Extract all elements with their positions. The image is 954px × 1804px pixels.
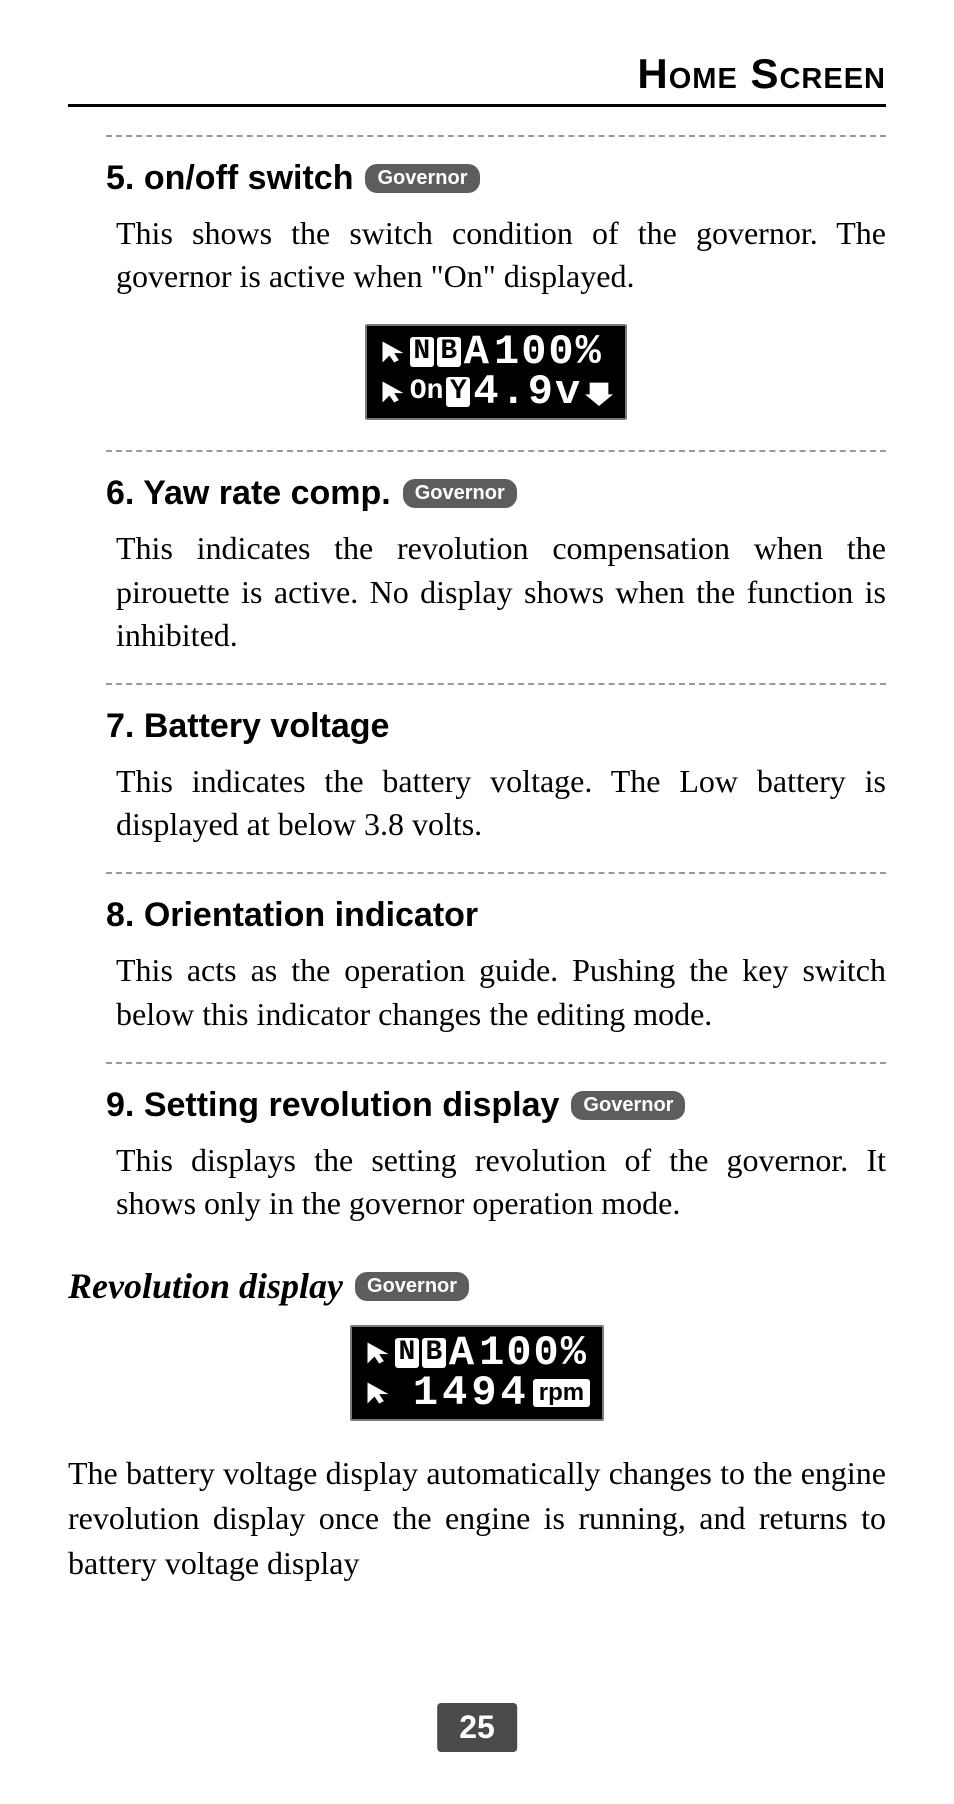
cursor-down-icon <box>379 377 407 407</box>
page-title: Home Screen <box>68 50 886 98</box>
section-9: 9. Setting revolution display Governor T… <box>106 1062 886 1225</box>
governor-pill: Governor <box>403 479 517 508</box>
lcd-n-icon: N <box>410 337 434 367</box>
lcd-display-2: N B A 100% 1494 rpm <box>68 1325 886 1421</box>
page-content: Home Screen 5. on/off switch Governor Th… <box>0 0 954 1585</box>
section-6-body: This indicates the revolution compensati… <box>116 527 886 657</box>
lcd-display-1: N B A 100% On Y 4.9v <box>106 324 886 420</box>
section-5-number: 5. on/off switch <box>106 159 353 198</box>
lcd-y-icon: Y <box>446 377 470 407</box>
lcd-percent-value: 100% <box>479 1332 588 1374</box>
section-8-title: 8. Orientation indicator <box>106 896 478 935</box>
section-8-heading: 8. Orientation indicator <box>106 896 886 935</box>
lcd-b-icon: B <box>437 337 461 367</box>
lcd-rpm-unit: rpm <box>533 1379 590 1407</box>
governor-pill: Governor <box>355 1272 469 1301</box>
section-6: 6. Yaw rate comp. Governor This indicate… <box>106 450 886 657</box>
section-9-body: This displays the setting revolution of … <box>116 1139 886 1225</box>
lcd-a-text: A <box>464 331 491 373</box>
cursor-icon <box>379 337 407 367</box>
section-5-body: This shows the switch condition of the g… <box>116 212 886 298</box>
section-6-title: 6. Yaw rate comp. <box>106 474 391 513</box>
arrow-down-icon <box>585 377 613 407</box>
section-8-body: This acts as the operation guide. Pushin… <box>116 949 886 1035</box>
section-7: 7. Battery voltage This indicates the ba… <box>106 683 886 846</box>
page-number: 25 <box>437 1703 517 1752</box>
governor-pill: Governor <box>365 164 479 193</box>
header-rule <box>68 104 886 107</box>
section-7-title: 7. Battery voltage <box>106 707 389 746</box>
governor-pill: Governor <box>571 1091 685 1120</box>
section-5: 5. on/off switch Governor This shows the… <box>106 135 886 420</box>
revolution-heading: Revolution display Governor <box>68 1265 886 1307</box>
lcd-b-icon: B <box>422 1338 446 1368</box>
revolution-heading-text: Revolution display <box>68 1265 343 1307</box>
section-5-heading: 5. on/off switch Governor <box>106 159 886 198</box>
section-8: 8. Orientation indicator This acts as th… <box>106 872 886 1035</box>
section-6-heading: 6. Yaw rate comp. Governor <box>106 474 886 513</box>
bottom-paragraph: The battery voltage display automaticall… <box>68 1451 886 1585</box>
lcd-on-text: On <box>410 378 444 406</box>
section-9-heading: 9. Setting revolution display Governor <box>106 1086 886 1125</box>
lcd-a-text: A <box>449 1332 476 1374</box>
section-9-title: 9. Setting revolution display <box>106 1086 559 1125</box>
lcd-n-icon: N <box>395 1338 419 1368</box>
section-7-heading: 7. Battery voltage <box>106 707 886 746</box>
lcd-voltage-value: 4.9v <box>473 371 582 413</box>
lcd-rpm-value: 1494 <box>413 1372 530 1414</box>
cursor-icon <box>364 1338 392 1368</box>
cursor-down-icon <box>364 1378 392 1408</box>
section-7-body: This indicates the battery voltage. The … <box>116 760 886 846</box>
lcd-percent-value: 100% <box>494 331 603 373</box>
